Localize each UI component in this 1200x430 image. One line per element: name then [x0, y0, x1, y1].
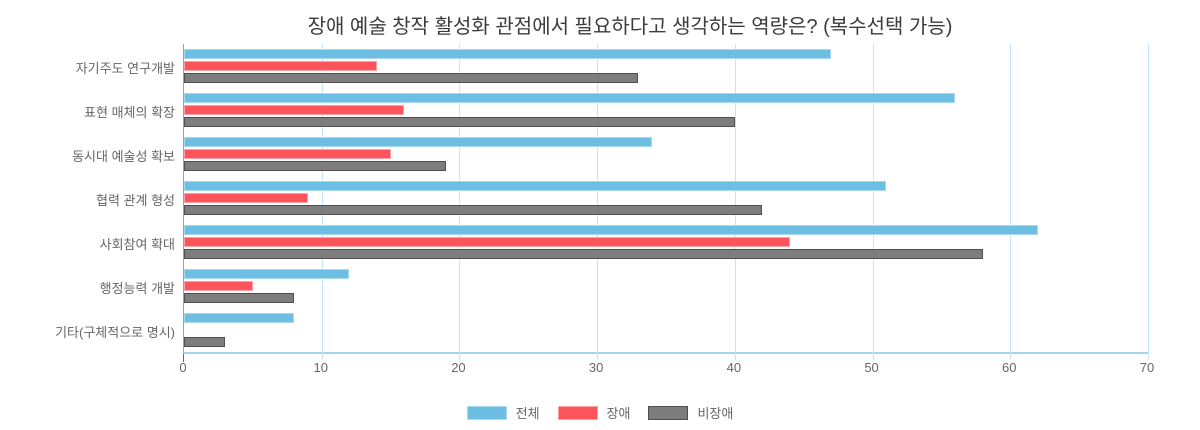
gridline [734, 44, 736, 360]
legend-swatch [648, 405, 689, 420]
bar-비장애-4[interactable] [184, 205, 763, 215]
bar-전체-2[interactable] [184, 93, 956, 103]
x-axis-zero-tick [183, 354, 184, 362]
x-tick-label: 20 [451, 360, 466, 375]
gridline [321, 44, 323, 360]
category-label: 협력 관계 형성 [96, 193, 175, 208]
bar-전체-3[interactable] [184, 137, 653, 147]
bar-장애-2[interactable] [184, 105, 405, 115]
bar-장애-5[interactable] [184, 237, 790, 247]
bar-비장애-6[interactable] [184, 293, 295, 303]
x-tick-label: 60 [1002, 360, 1017, 375]
x-tick-label: 0 [179, 360, 187, 375]
bar-비장애-3[interactable] [184, 161, 446, 171]
category-label: 동시대 예술성 확보 [72, 149, 175, 164]
bar-전체-6[interactable] [184, 269, 350, 279]
legend-swatch [557, 405, 598, 420]
category-label: 행정능력 개발 [99, 281, 175, 296]
bar-장애-4[interactable] [184, 193, 308, 203]
category-label: 표현 매체의 확장 [84, 105, 175, 120]
chart-title: 장애 예술 창작 활성화 관점에서 필요하다고 생각하는 역량은? (복수선택 … [307, 16, 953, 38]
legend-swatch [466, 405, 507, 420]
gridline [1148, 44, 1149, 360]
x-tick-label: 50 [864, 360, 879, 375]
legend: 전체 장애 비장애 [0, 403, 1200, 422]
bar-비장애-7[interactable] [184, 337, 226, 347]
gridline [597, 44, 599, 360]
bar-비장애-5[interactable] [184, 249, 983, 259]
category-label: 사회참여 확대 [99, 237, 175, 252]
bar-비장애-2[interactable] [184, 117, 735, 127]
legend-label: 전체 [515, 406, 540, 421]
legend-item-전체[interactable]: 전체 [466, 403, 540, 422]
category-label: 기타(구체적으로 명시) [55, 325, 175, 340]
gridline [459, 44, 461, 360]
legend-label: 비장애 [697, 406, 734, 421]
bar-전체-5[interactable] [184, 225, 1038, 235]
bar-전체-4[interactable] [184, 181, 887, 191]
x-tick-label: 40 [726, 360, 742, 375]
bar-장애-1[interactable] [184, 61, 377, 71]
x-tick-label: 30 [588, 360, 604, 375]
gridline [1010, 44, 1012, 360]
gridline [872, 44, 874, 360]
category-label: 자기주도 연구개발 [75, 61, 175, 76]
legend-label: 장애 [606, 406, 631, 421]
plot-area [183, 44, 1149, 362]
bar-전체-1[interactable] [184, 49, 832, 59]
x-tick-label: 10 [313, 360, 328, 375]
x-tick-label: 70 [1139, 360, 1155, 375]
bar-장애-6[interactable] [184, 281, 253, 291]
bar-비장애-1[interactable] [184, 73, 639, 83]
legend-item-비장애[interactable]: 비장애 [648, 403, 733, 422]
legend-item-장애[interactable]: 장애 [557, 403, 631, 422]
bar-장애-3[interactable] [184, 149, 391, 159]
bar-전체-7[interactable] [184, 313, 295, 323]
